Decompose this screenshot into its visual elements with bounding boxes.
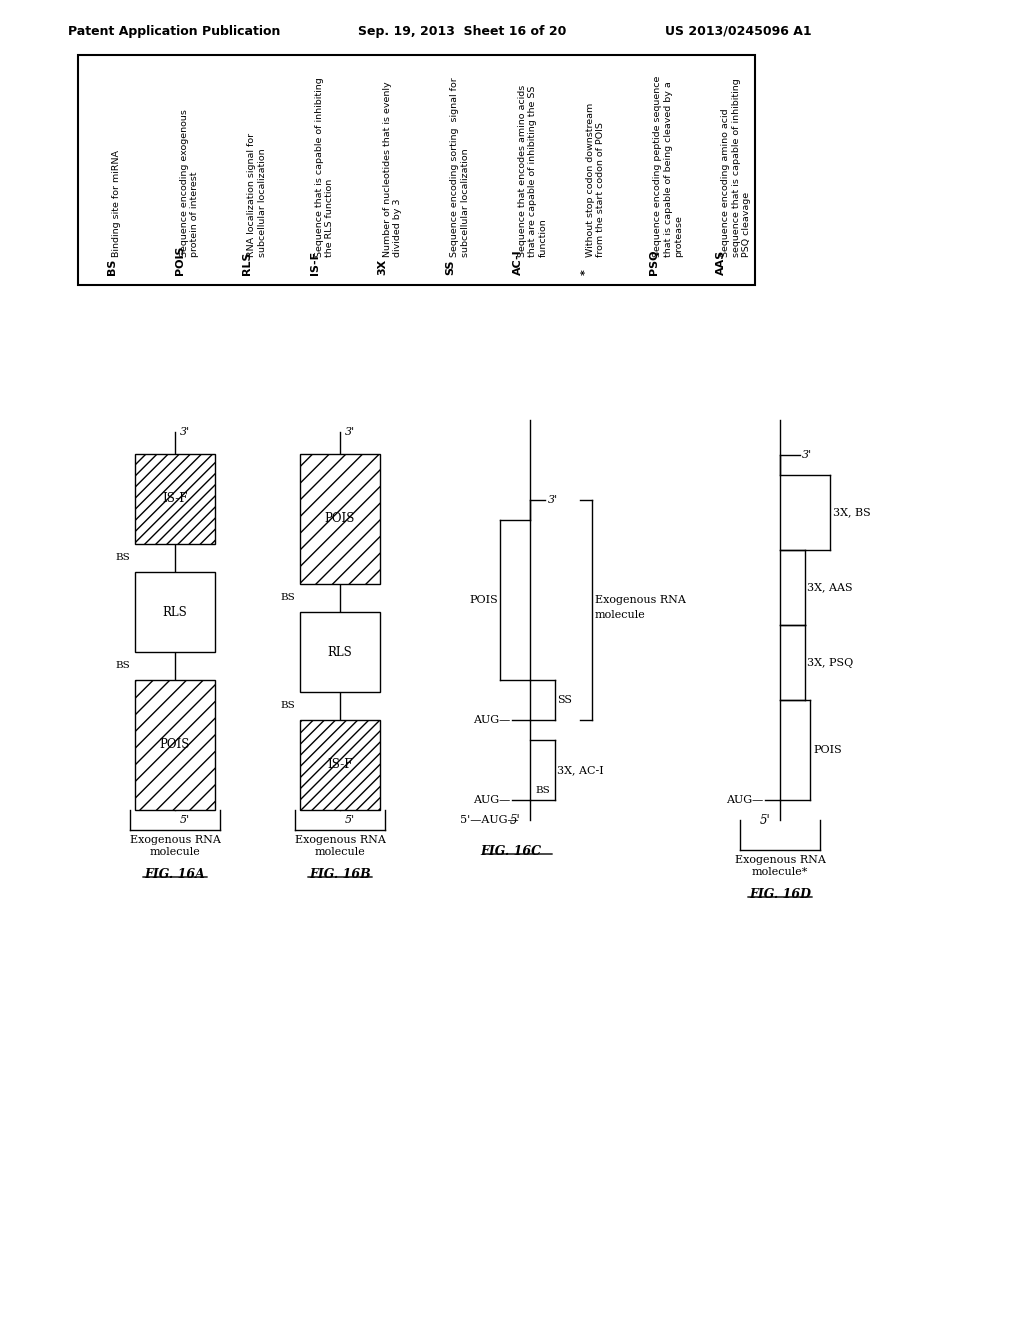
Text: POIS: POIS [813, 744, 842, 755]
Text: BS: BS [281, 701, 295, 710]
Text: Sequence that is capable of inhibiting
the RLS function: Sequence that is capable of inhibiting t… [315, 78, 335, 257]
Text: 5': 5' [759, 813, 770, 826]
Text: SS: SS [445, 260, 456, 275]
Text: Sequence that encodes amino acids
that are capable of inhibiting the SS
function: Sequence that encodes amino acids that a… [518, 84, 548, 257]
Text: molecule: molecule [150, 847, 201, 857]
Text: Binding site for miRNA: Binding site for miRNA [112, 150, 121, 257]
Text: RLS: RLS [243, 252, 252, 275]
Text: Sequence encoding amino acid
sequence that is capable of inhibiting
PSQ cleavage: Sequence encoding amino acid sequence th… [721, 78, 751, 257]
Text: 3': 3' [345, 426, 355, 437]
Text: *: * [581, 269, 591, 275]
Text: 5': 5' [509, 813, 520, 826]
Text: AUG—: AUG— [473, 715, 510, 725]
Text: molecule: molecule [595, 610, 646, 620]
Text: Exogenous RNA: Exogenous RNA [130, 836, 220, 845]
Text: 3': 3' [802, 450, 812, 459]
Text: Without stop codon downstream
from the start codon of POIS: Without stop codon downstream from the s… [586, 103, 605, 257]
Bar [135, 454, 215, 544]
Text: BS: BS [116, 553, 130, 562]
Text: 3X, AC-I: 3X, AC-I [557, 766, 604, 775]
Text: molecule: molecule [314, 847, 366, 857]
Text: POIS: POIS [174, 246, 184, 275]
Bar [300, 719, 380, 810]
Text: Patent Application Publication: Patent Application Publication [68, 25, 281, 38]
Text: 3X, PSQ: 3X, PSQ [807, 657, 853, 668]
Text: Exogenous RNA: Exogenous RNA [295, 836, 385, 845]
Text: 3X: 3X [378, 259, 388, 275]
Text: AAS: AAS [716, 249, 726, 275]
Text: BS: BS [116, 661, 130, 671]
Text: BS: BS [535, 785, 550, 795]
Text: IS-F: IS-F [328, 759, 352, 771]
Text: 5'—AUG—: 5'—AUG— [460, 814, 518, 825]
Text: FIG. 16B: FIG. 16B [309, 869, 371, 880]
Text: BS: BS [281, 594, 295, 602]
Text: molecule*: molecule* [752, 867, 808, 876]
Text: Sequence encoding sorting  signal for
subcellular localization: Sequence encoding sorting signal for sub… [451, 78, 470, 257]
Text: US 2013/0245096 A1: US 2013/0245096 A1 [665, 25, 812, 38]
Text: BS: BS [106, 259, 117, 275]
Text: AC-I: AC-I [513, 249, 523, 275]
Text: RNA localization signal for
subcellular localization: RNA localization signal for subcellular … [247, 133, 266, 257]
Text: SS: SS [557, 696, 572, 705]
Bar [300, 454, 380, 583]
Text: POIS: POIS [469, 595, 498, 605]
Text: FIG. 16C: FIG. 16C [480, 845, 541, 858]
Text: 3': 3' [180, 426, 190, 437]
Text: 5': 5' [345, 814, 355, 825]
Text: FIG. 16D: FIG. 16D [749, 888, 811, 902]
Text: POIS: POIS [325, 512, 355, 525]
Text: IS-F: IS-F [310, 251, 319, 275]
Text: Sequence encoding exogenous
protein of interest: Sequence encoding exogenous protein of i… [179, 110, 199, 257]
Bar [135, 572, 215, 652]
Text: 3': 3' [548, 495, 558, 506]
Text: FIG. 16A: FIG. 16A [144, 869, 206, 880]
Text: Sequence encoding peptide sequence
that is capable of being cleaved by a
proteas: Sequence encoding peptide sequence that … [653, 75, 683, 257]
Text: RLS: RLS [328, 645, 352, 659]
Text: Exogenous RNA: Exogenous RNA [595, 595, 686, 605]
Text: Number of nucleotides that is evenly
divided by 3: Number of nucleotides that is evenly div… [383, 82, 402, 257]
Text: 3X, BS: 3X, BS [833, 507, 870, 517]
Text: IS-F: IS-F [162, 492, 187, 506]
Bar [300, 612, 380, 692]
Text: RLS: RLS [163, 606, 187, 619]
Text: 3X, AAS: 3X, AAS [807, 582, 853, 593]
Bar [135, 680, 215, 810]
Text: AUG—: AUG— [726, 795, 763, 805]
Text: PSQ: PSQ [648, 249, 658, 275]
Bar [78, 55, 755, 285]
Text: AUG—: AUG— [473, 795, 510, 805]
Text: Sep. 19, 2013  Sheet 16 of 20: Sep. 19, 2013 Sheet 16 of 20 [358, 25, 566, 38]
Text: 5': 5' [180, 814, 190, 825]
Text: Exogenous RNA: Exogenous RNA [734, 855, 825, 865]
Text: POIS: POIS [160, 738, 190, 751]
